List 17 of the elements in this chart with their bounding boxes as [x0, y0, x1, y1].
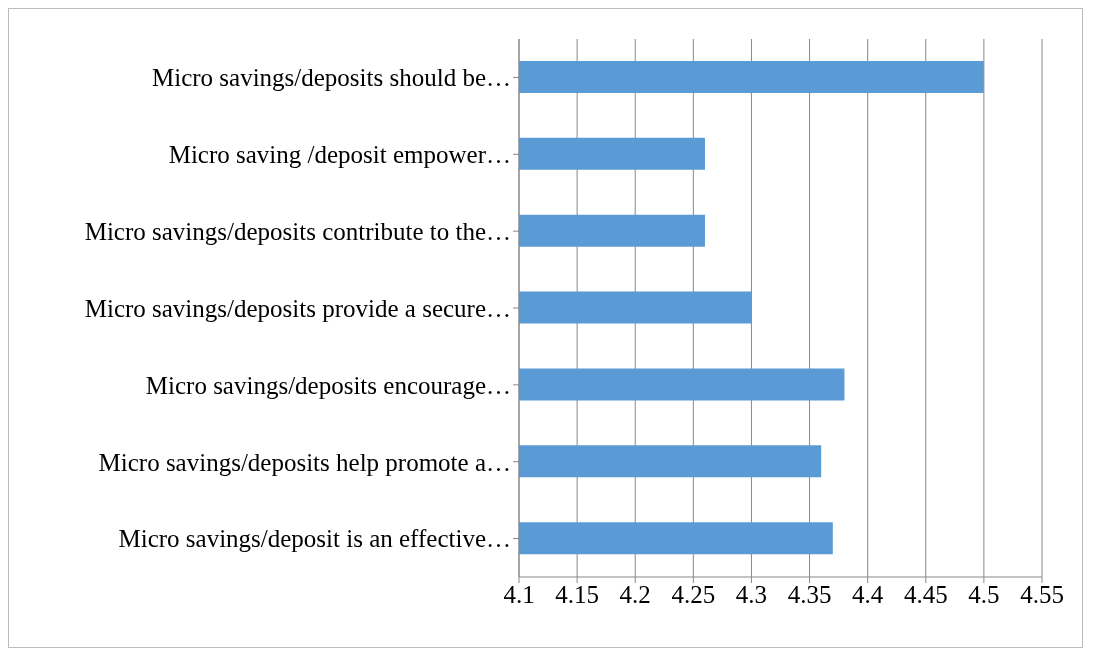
y-tick-label: Micro savings/deposits encourage… [145, 371, 511, 399]
x-tick-label: 4.25 [671, 580, 716, 608]
y-tick-label: Micro savings/deposit is an effective… [118, 525, 511, 553]
y-tick-label: Micro saving /deposit empower… [168, 141, 511, 169]
y-tick-label: Micro savings/deposits contribute to the… [84, 218, 511, 246]
x-tick-label: 4.3 [735, 580, 768, 608]
y-tick-label: Micro savings/deposits help promote a… [98, 448, 511, 476]
x-tick-label: 4.1 [503, 580, 535, 608]
x-tick-label: 4.35 [787, 580, 832, 608]
x-tick-label: 4.4 [852, 580, 884, 608]
x-tick-label: 4.2 [619, 580, 651, 608]
y-tick-label: Micro savings/deposits should be… [151, 64, 511, 92]
x-tick-label: 4.15 [555, 580, 599, 608]
y-tick-label: Micro savings/deposits provide a secure… [84, 294, 511, 322]
x-tick-label: 4.55 [1020, 580, 1064, 608]
x-tick-label: 4.5 [968, 580, 1000, 608]
x-tick-label: 4.45 [903, 580, 948, 608]
